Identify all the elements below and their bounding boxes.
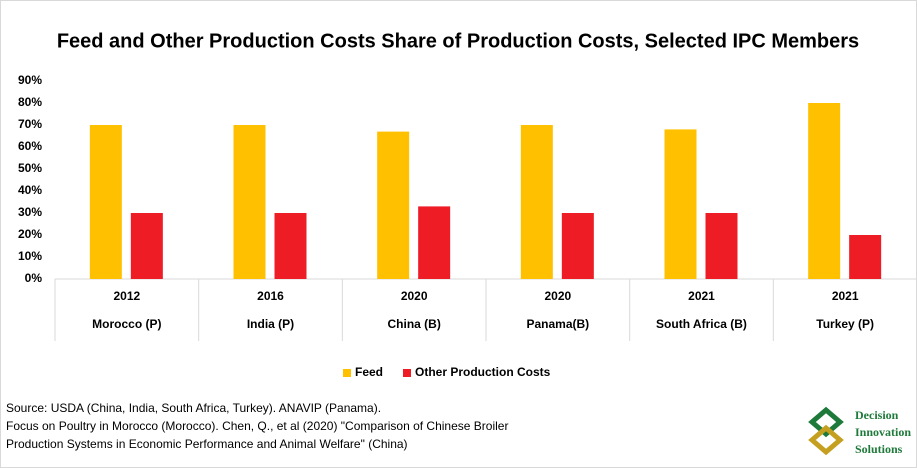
x-tick-label: Turkey (P) <box>816 317 874 331</box>
bar <box>849 235 882 279</box>
bar <box>89 125 122 279</box>
source-note: Focus on Poultry in Morocco (Morocco). C… <box>6 419 508 433</box>
chart-title: Feed and Other Production Costs Share of… <box>57 30 859 52</box>
y-tick-label: 60% <box>18 139 42 153</box>
legend-label: Other Production Costs <box>415 365 551 379</box>
logo-text: Solutions <box>855 442 903 456</box>
x-tick-label: 2021 <box>688 289 715 303</box>
x-tick-label: 2020 <box>544 289 571 303</box>
x-tick-label: 2021 <box>832 289 859 303</box>
bar <box>705 213 738 279</box>
logo-text: Innovation <box>855 425 911 439</box>
source-note: Production Systems in Economic Performan… <box>6 437 408 451</box>
bar <box>274 213 307 279</box>
y-tick-label: 20% <box>18 227 42 241</box>
y-tick-label: 40% <box>18 183 42 197</box>
bar <box>664 129 697 279</box>
y-tick-label: 50% <box>18 161 42 175</box>
legend-swatch <box>343 369 351 377</box>
bar <box>377 131 410 279</box>
x-tick-label: South Africa (B) <box>656 317 747 331</box>
y-tick-label: 80% <box>18 95 42 109</box>
bar <box>418 206 451 279</box>
logo-text: Decision <box>855 408 899 422</box>
x-tick-label: India (P) <box>247 317 294 331</box>
bar <box>808 103 841 279</box>
x-tick-label: Panama(B) <box>526 317 589 331</box>
legend-label: Feed <box>355 365 383 379</box>
x-tick-label: China (B) <box>388 317 441 331</box>
x-tick-label: Morocco (P) <box>92 317 161 331</box>
y-tick-label: 90% <box>18 73 42 87</box>
y-tick-label: 30% <box>18 205 42 219</box>
bar <box>130 213 163 279</box>
y-tick-label: 10% <box>18 249 42 263</box>
x-tick-label: 2020 <box>401 289 428 303</box>
bar <box>233 125 266 279</box>
y-tick-label: 0% <box>25 271 43 285</box>
x-tick-label: 2012 <box>113 289 140 303</box>
bar <box>520 125 553 279</box>
source-note: Source: USDA (China, India, South Africa… <box>6 401 381 415</box>
legend-swatch <box>403 369 411 377</box>
x-tick-label: 2016 <box>257 289 284 303</box>
bar <box>561 213 594 279</box>
y-tick-label: 70% <box>18 117 42 131</box>
logo-icon <box>808 406 844 456</box>
